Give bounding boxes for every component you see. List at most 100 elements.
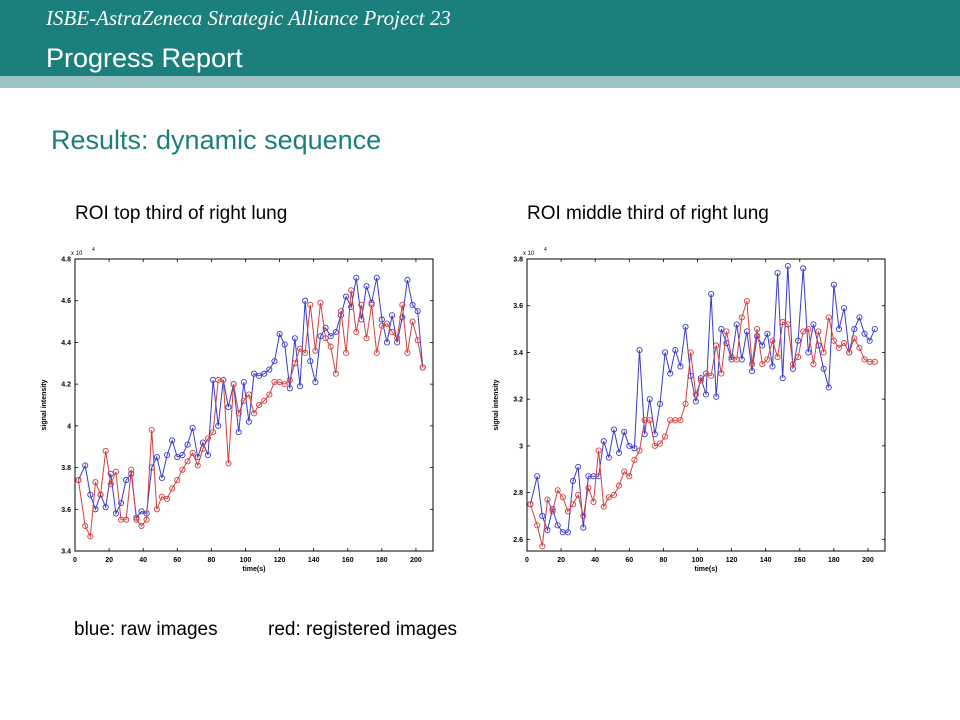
data-point-raw xyxy=(123,477,130,484)
data-point-raw xyxy=(702,391,710,398)
data-point-registered xyxy=(337,308,344,315)
data-point-raw xyxy=(564,529,571,536)
data-point-registered xyxy=(559,494,566,501)
y-exponent-power: 4 xyxy=(92,247,95,253)
data-point-registered xyxy=(158,493,165,500)
data-point-registered xyxy=(291,360,298,367)
x-tick-label: 40 xyxy=(591,557,599,564)
data-point-registered xyxy=(754,326,761,333)
data-point-registered xyxy=(204,435,212,442)
data-point-registered xyxy=(789,361,796,368)
data-point-raw xyxy=(600,438,607,445)
data-point-raw xyxy=(169,437,176,444)
data-point-registered xyxy=(394,335,401,342)
x-tick-label: 140 xyxy=(308,557,320,564)
data-point-raw xyxy=(856,314,863,321)
y-exponent-label: x 10 xyxy=(523,251,535,257)
data-point-raw xyxy=(409,301,416,308)
data-point-raw xyxy=(266,366,273,373)
data-point-registered xyxy=(759,361,766,368)
data-point-raw xyxy=(871,326,878,333)
data-point-registered xyxy=(549,508,556,515)
data-point-raw xyxy=(112,510,119,517)
series-line-registered xyxy=(77,290,424,539)
data-point-raw xyxy=(317,333,324,340)
x-tick-label: 120 xyxy=(726,557,738,564)
data-point-registered xyxy=(687,349,694,356)
data-point-registered xyxy=(626,473,633,480)
data-point-raw xyxy=(389,312,396,319)
data-point-registered xyxy=(692,391,699,398)
data-point-registered xyxy=(82,522,89,530)
header-stripe xyxy=(0,76,960,88)
data-point-registered xyxy=(97,491,104,498)
data-point-registered xyxy=(569,501,577,508)
y-tick-label: 4.4 xyxy=(61,340,71,347)
y-exponent-label: x 10 xyxy=(71,251,83,257)
data-point-registered xyxy=(133,516,140,523)
data-point-raw xyxy=(667,370,674,377)
data-point-raw xyxy=(754,333,761,340)
data-point-registered xyxy=(764,356,771,363)
data-point-registered xyxy=(210,429,217,436)
data-point-raw xyxy=(789,365,796,372)
data-point-registered xyxy=(718,370,725,377)
header-title: Progress Report xyxy=(46,43,243,73)
data-point-registered xyxy=(851,335,858,342)
y-tick-label: 3.4 xyxy=(61,549,71,556)
x-tick-label: 180 xyxy=(376,557,388,564)
data-point-registered xyxy=(728,354,735,361)
data-point-raw xyxy=(312,379,319,386)
data-point-raw xyxy=(307,358,314,365)
data-point-registered xyxy=(539,543,546,550)
data-point-registered xyxy=(554,487,561,494)
plot-area xyxy=(74,258,434,552)
data-point-raw xyxy=(769,363,776,370)
data-point-registered xyxy=(368,301,375,308)
data-point-raw xyxy=(830,281,837,288)
x-tick-label: 60 xyxy=(625,557,633,564)
data-point-raw xyxy=(179,452,186,459)
data-point-registered xyxy=(373,349,380,356)
x-tick-label: 80 xyxy=(207,557,215,564)
data-point-registered xyxy=(733,356,740,363)
data-point-registered xyxy=(148,426,155,434)
data-point-registered xyxy=(713,342,720,349)
data-point-registered xyxy=(225,460,232,467)
data-point-raw xyxy=(575,463,582,470)
data-point-registered xyxy=(820,349,827,356)
data-point-registered xyxy=(846,349,853,356)
data-point-raw xyxy=(404,276,411,283)
data-point-registered xyxy=(815,328,822,335)
data-point-registered xyxy=(779,319,786,326)
data-point-registered xyxy=(312,347,319,354)
header-bar: ISBE-AstraZeneca Strategic Alliance Proj… xyxy=(0,0,960,76)
data-point-raw xyxy=(672,347,679,354)
data-point-raw xyxy=(795,337,802,344)
data-point-raw xyxy=(692,398,699,405)
data-point-raw xyxy=(631,445,638,452)
data-point-raw xyxy=(394,339,401,346)
y-tick-label: 3.6 xyxy=(513,303,523,310)
data-point-registered xyxy=(810,361,817,368)
data-point-registered xyxy=(235,410,242,417)
data-point-raw xyxy=(204,452,212,459)
data-point-raw xyxy=(378,316,385,323)
data-point-registered xyxy=(534,522,541,529)
data-point-registered xyxy=(575,491,582,498)
data-point-registered xyxy=(102,447,109,454)
data-point-raw xyxy=(184,441,191,448)
data-point-raw xyxy=(174,454,181,461)
data-point-registered xyxy=(261,397,268,404)
data-point-raw xyxy=(225,404,232,411)
data-point-raw xyxy=(261,370,268,377)
data-point-registered xyxy=(389,328,396,336)
data-point-raw xyxy=(544,526,551,534)
x-tick-label: 100 xyxy=(692,557,704,564)
data-point-registered xyxy=(544,496,551,503)
data-point-registered xyxy=(327,343,334,350)
data-point-registered xyxy=(332,370,339,377)
data-point-raw xyxy=(748,368,756,375)
data-point-registered xyxy=(169,485,176,492)
data-point-registered xyxy=(343,349,350,356)
